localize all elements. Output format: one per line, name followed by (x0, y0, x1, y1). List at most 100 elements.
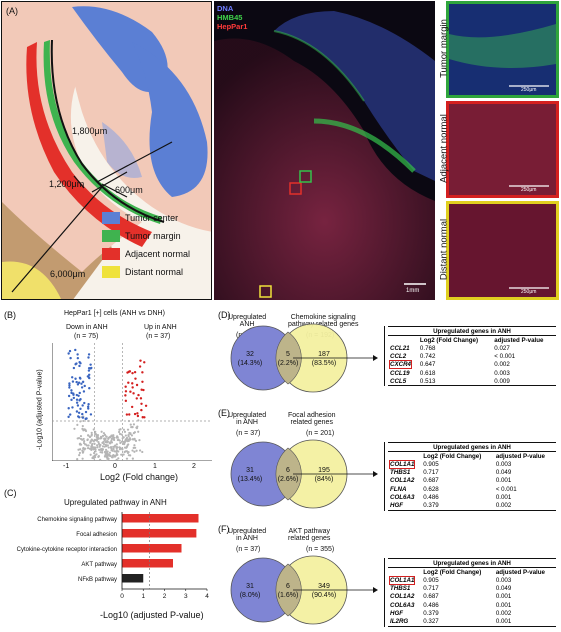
venn-left-count: 31 (246, 467, 254, 474)
gene-name: COL6A3 (390, 493, 415, 501)
inset-scale-label: 250μm (521, 187, 537, 193)
legend-swatch (102, 248, 120, 260)
point-up (138, 365, 142, 368)
bar (122, 544, 182, 553)
legend-item: Adjacent normal (102, 248, 190, 260)
venn-right-count: 195 (318, 467, 330, 474)
point-ns (110, 441, 114, 444)
point-up (129, 390, 132, 393)
point-down (75, 362, 78, 365)
panel-c-label: (C) (4, 488, 17, 498)
point-down (86, 405, 90, 408)
venn-right-count: 187 (318, 351, 330, 358)
point-up (139, 397, 143, 400)
inset-texture (449, 204, 556, 297)
adj-p-value: 0.003 (495, 460, 512, 468)
point-down (79, 377, 82, 380)
point-ns (103, 445, 106, 448)
point-ns (104, 448, 108, 451)
channel-hmb45: HMB45 (217, 13, 243, 22)
point-down (76, 404, 80, 407)
point-down (79, 407, 82, 411)
point-ns (91, 456, 94, 460)
table-col-p: adjusted P-value (495, 452, 545, 460)
point-down (70, 389, 73, 392)
volcano-xtick: 2 (192, 463, 196, 470)
point-down (81, 404, 84, 407)
venn-overlap (275, 331, 302, 385)
table-row: CCL2 0.742 < 0.001 (388, 353, 556, 361)
point-ns (113, 445, 116, 448)
inset-texture (449, 104, 556, 195)
bar (122, 529, 197, 538)
point-ns (94, 454, 97, 457)
point-up (132, 392, 135, 395)
fold-change: 0.742 (419, 353, 436, 361)
point-ns (115, 443, 118, 446)
point-ns (88, 435, 92, 439)
point-down (72, 396, 76, 400)
venn-right-title: Chemokine signaling pathway related gene… (288, 314, 359, 328)
point-ns (127, 454, 130, 457)
venn-overlap-pct: (2.2%) (278, 360, 299, 367)
fold-change: 0.717 (423, 469, 439, 477)
arrow-head (373, 355, 378, 361)
adj-p-value: 0.009 (494, 377, 510, 385)
point-ns (121, 437, 124, 440)
point-down (87, 366, 91, 370)
point-ns (138, 438, 141, 442)
fluorescence-image: DNA HMB45 HepPar1 1mm (214, 1, 435, 300)
point-ns (102, 442, 106, 446)
scale-600: 600μm (115, 185, 143, 195)
venn-diagram: 32 (14.3%) 5 (2.2%) 187 (83.5%) (230, 323, 378, 393)
table-title: Upregulated genes in ANH (388, 558, 556, 569)
point-down (71, 406, 74, 409)
x-tick-label: 3 (184, 593, 188, 600)
point-ns (90, 433, 93, 436)
point-ns (131, 425, 134, 429)
venn-left-n: (n = 37) (236, 430, 261, 437)
point-ns (94, 430, 97, 433)
gene-name: COL1A1 (388, 459, 416, 469)
point-up (133, 370, 137, 374)
point-ns (126, 428, 130, 431)
gene-table: Upregulated genes in ANH Log2 (Fold Chang… (384, 558, 556, 627)
tissue-map-drawing (2, 2, 211, 299)
panel-label: (F) (218, 524, 230, 534)
point-ns (110, 449, 113, 452)
point-ns (83, 439, 86, 443)
point-ns (112, 447, 115, 451)
venn-right-count: 349 (318, 583, 330, 590)
point-up (131, 382, 134, 385)
panel-label: (E) (218, 408, 230, 418)
panel-b: (B) HepPar1 [+] cells (ANH vs DNH) Down … (0, 306, 215, 482)
bar-category-label: Focal adhesion (76, 532, 117, 538)
gene-name: CCL21 (390, 344, 410, 352)
venn-left-n: (n = 37) (236, 546, 261, 553)
legend-label: Tumor center (125, 213, 179, 223)
legend-swatch (102, 266, 120, 278)
point-ns (81, 457, 84, 460)
point-ns (125, 450, 129, 453)
point-ns (103, 455, 107, 458)
point-ns (120, 440, 124, 443)
fold-change: 0.717 (423, 585, 439, 593)
point-ns (82, 446, 85, 450)
point-ns (109, 446, 113, 449)
point-down (75, 393, 79, 397)
bar (122, 559, 173, 568)
point-ns (102, 432, 106, 435)
point-ns (108, 442, 111, 445)
gene-name: HGF (390, 609, 404, 617)
point-up (126, 371, 129, 374)
point-ns (123, 450, 126, 454)
point-ns (129, 438, 132, 441)
point-ns (93, 432, 97, 436)
point-ns (116, 453, 119, 456)
point-ns (122, 428, 125, 431)
fold-change: 0.379 (423, 609, 439, 617)
point-ns (106, 459, 109, 461)
adj-p-value: 0.027 (494, 344, 510, 352)
x-tick-label: 4 (205, 593, 209, 600)
point-ns (118, 439, 121, 442)
